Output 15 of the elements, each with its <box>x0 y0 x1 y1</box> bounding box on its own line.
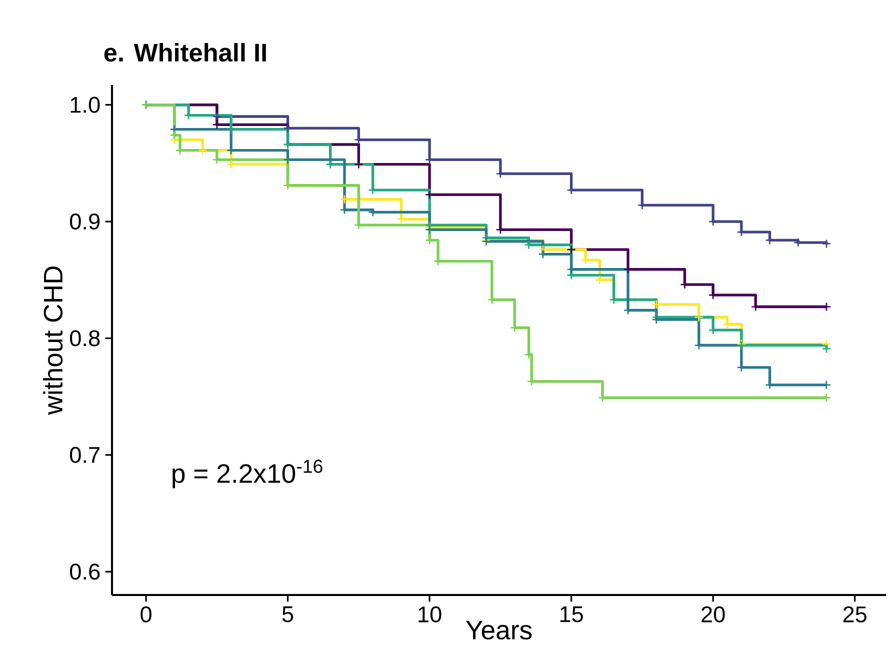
x-tick-label: 5 <box>282 606 294 622</box>
y-tick-label: 0.7 <box>70 446 100 463</box>
x-tick-label: 25 <box>843 606 866 622</box>
chart-title: e. Whitehall II <box>104 43 266 62</box>
y-tick-label: 1.0 <box>70 96 100 113</box>
x-tick-label: 20 <box>702 606 725 622</box>
y-axis-title: without CHD <box>43 266 63 415</box>
y-tick-label: 0.8 <box>70 330 100 346</box>
annotation: p = 2.2x10$^{-16}$ <box>172 460 322 488</box>
x-tick-label: 0 <box>140 606 152 622</box>
x-axis-title: Years <box>466 620 532 640</box>
x-tick-label: 10 <box>418 606 442 622</box>
y-tick-label: 0.6 <box>70 564 100 580</box>
x-tick-label: 15 <box>560 606 583 622</box>
y-tick-label: 0.9 <box>70 214 100 230</box>
